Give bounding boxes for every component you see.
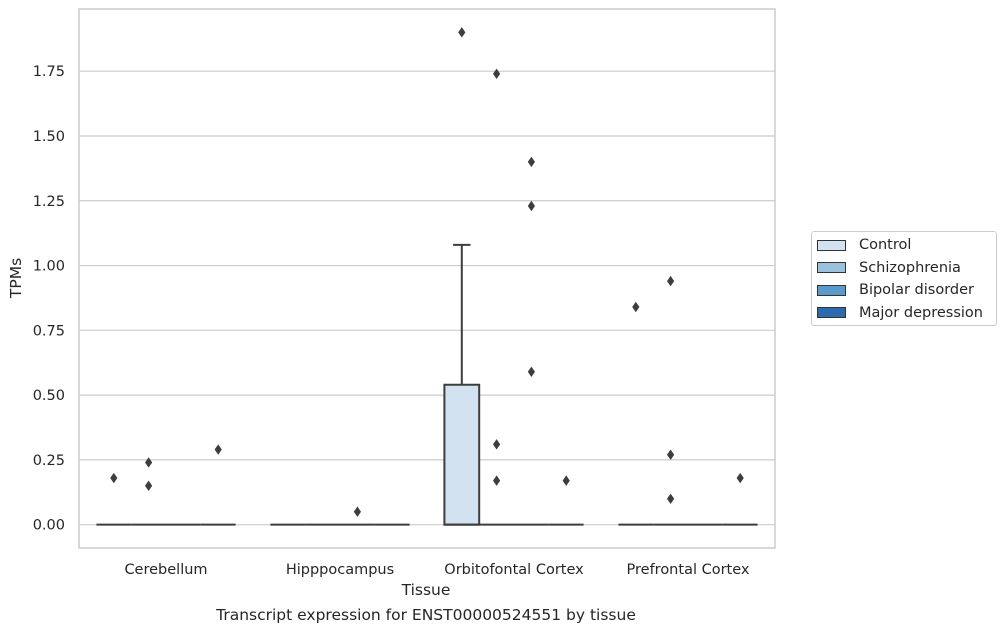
- y-tick-label: 1.25: [33, 194, 65, 210]
- legend-label: Control: [859, 237, 912, 253]
- outlier-point: [667, 275, 675, 287]
- legend-swatch: [817, 307, 846, 318]
- y-tick-label: 1.75: [33, 64, 65, 80]
- outlier-point: [458, 27, 466, 38]
- outlier-point: [353, 506, 361, 517]
- outlier-point: [527, 366, 535, 377]
- outlier-point: [110, 472, 118, 484]
- chart-caption: Transcript expression for ENST0000052455…: [216, 606, 636, 624]
- outlier-point: [527, 156, 535, 168]
- outlier-point: [214, 444, 222, 455]
- y-tick-label: 0.00: [33, 518, 65, 534]
- legend-label: Major depression: [859, 304, 983, 321]
- y-tick-label: 1.50: [33, 129, 65, 145]
- box-control: [443, 243, 481, 526]
- y-tick-label: 0.25: [33, 453, 65, 469]
- x-tick-label: Orbitofontal Cortex: [444, 562, 584, 578]
- outlier-point: [493, 475, 501, 486]
- legend-swatch: [817, 239, 846, 251]
- y-axis-label: TPMs: [7, 258, 25, 299]
- outlier-point: [667, 493, 675, 504]
- legend-swatch: [817, 262, 846, 273]
- grid-lines: [79, 70, 775, 526]
- legend-item: Control: [817, 235, 911, 255]
- outlier-point: [632, 301, 640, 313]
- legend-label: Schizophrenia: [859, 259, 961, 276]
- x-tick-label: Hipppocampus: [286, 562, 394, 578]
- outlier-point: [736, 472, 744, 484]
- outlier-point: [562, 475, 570, 486]
- box-body: [443, 383, 481, 526]
- y-tick-labels: 0.00 0.25 0.50 0.75 1.00 1.25 1.50 1.75: [33, 64, 65, 533]
- x-tick-label: Cerebellum: [124, 562, 207, 578]
- x-tick-label: Prefrontal Cortex: [627, 562, 750, 578]
- outlier-point: [667, 449, 675, 460]
- outlier-point: [493, 68, 501, 79]
- legend-item: Schizophrenia: [817, 258, 961, 278]
- outlier-point: [527, 200, 535, 212]
- y-tick-label: 1.00: [33, 259, 65, 275]
- x-axis-label: Tissue: [401, 581, 451, 599]
- legend-label: Bipolar disorder: [859, 282, 974, 298]
- outlier-point: [145, 457, 153, 468]
- outlier-point: [145, 480, 153, 492]
- legend-swatch: [817, 284, 846, 296]
- y-tick-label: 0.75: [33, 323, 65, 339]
- plot-frame: [78, 8, 776, 549]
- x-tick-labels: Cerebellum Hipppocampus Orbitofontal Corte…: [124, 562, 749, 578]
- outlier-point: [493, 439, 501, 450]
- y-tick-label: 0.50: [33, 388, 65, 404]
- outlier-points: [110, 27, 744, 517]
- legend: Control Schizophrenia Bipolar disorder Majo…: [811, 231, 997, 326]
- box-plot-series: [96, 243, 758, 526]
- legend-item: Major depression: [817, 303, 983, 323]
- legend-item: Bipolar disorder: [817, 280, 974, 300]
